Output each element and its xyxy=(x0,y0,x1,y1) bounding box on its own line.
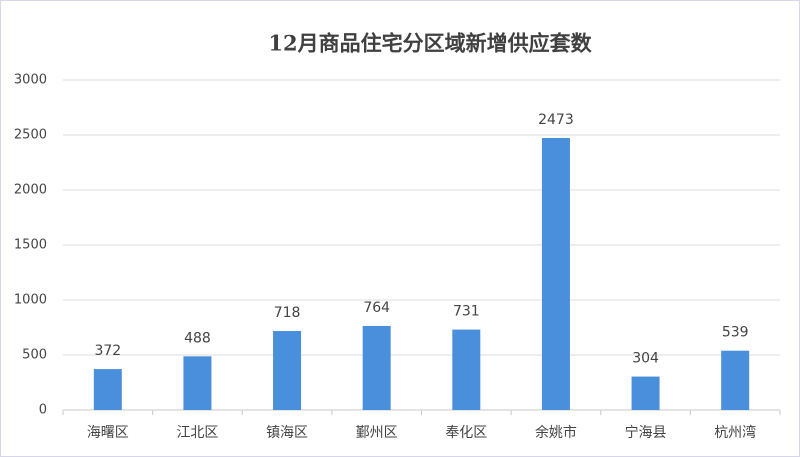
y-tick-label: 0 xyxy=(39,403,47,418)
x-tick-label: 鄞州区 xyxy=(356,425,398,441)
data-label: 488 xyxy=(184,330,211,346)
bar xyxy=(721,350,750,410)
bar xyxy=(273,331,302,410)
x-tick-label: 余姚市 xyxy=(535,424,577,441)
bar xyxy=(183,356,212,410)
y-tick-label: 1500 xyxy=(14,238,47,253)
x-tick-label: 镇海区 xyxy=(266,425,308,441)
y-tick-label: 3000 xyxy=(14,73,47,88)
x-tick-label: 海曙区 xyxy=(87,425,129,441)
y-tick-label: 500 xyxy=(22,348,47,363)
x-tick-label: 奉化区 xyxy=(445,425,487,441)
bar xyxy=(452,329,481,410)
bar xyxy=(362,325,391,410)
data-label: 718 xyxy=(274,305,301,321)
x-tick-label: 江北区 xyxy=(176,425,218,441)
data-label: 304 xyxy=(632,351,659,367)
data-label: 539 xyxy=(722,325,749,341)
y-tick-label: 2000 xyxy=(14,183,47,198)
data-label: 372 xyxy=(94,343,121,359)
data-label: 731 xyxy=(453,304,480,320)
y-tick-label: 2500 xyxy=(14,128,47,143)
bar xyxy=(541,137,570,410)
bar xyxy=(631,376,660,410)
data-label: 2473 xyxy=(538,112,574,128)
y-tick-label: 1000 xyxy=(14,293,47,308)
bar xyxy=(93,369,122,410)
chart-title: 12月商品住宅分区域新增供应套数 xyxy=(268,31,592,56)
x-tick-label: 杭州湾 xyxy=(714,424,756,441)
x-tick-label: 宁海县 xyxy=(625,424,667,441)
data-label: 764 xyxy=(363,300,390,316)
